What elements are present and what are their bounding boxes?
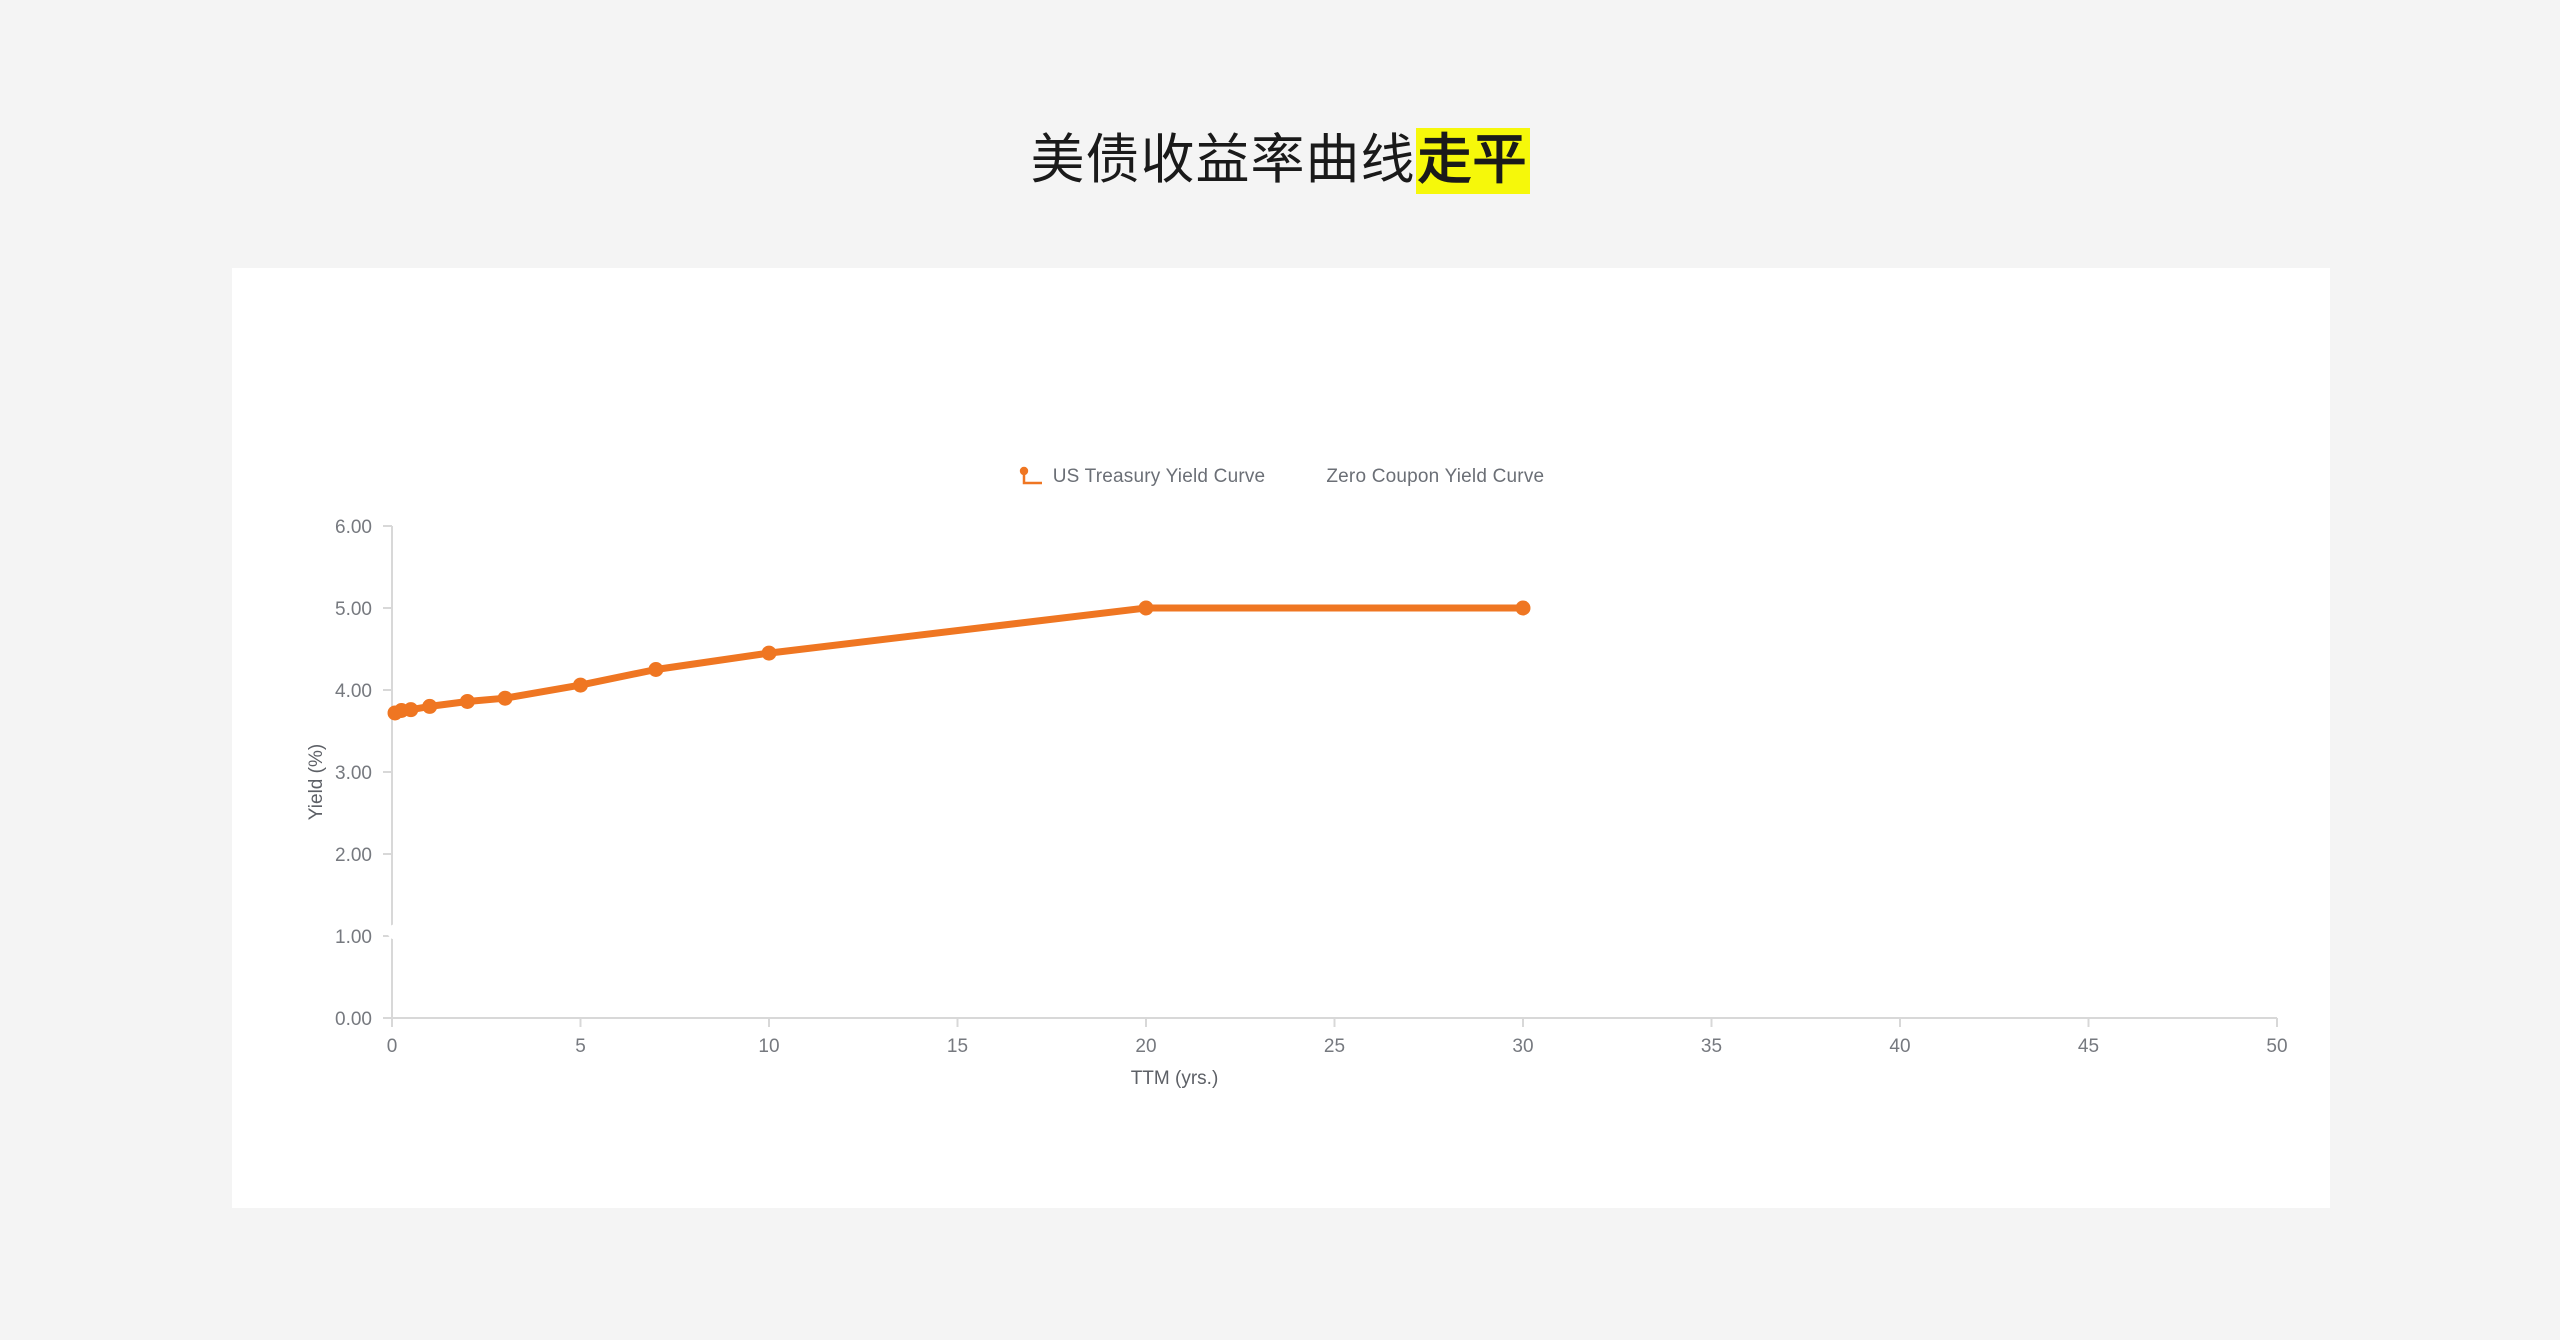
data-point-marker[interactable] — [422, 924, 438, 940]
data-point-marker[interactable] — [1704, 713, 1719, 729]
chart-svg: 0.00 1.00 2.00 3.00 4.00 5.00 6.00 0 5 10 15 20 25 30… — [306, 517, 2288, 1089]
y-tick-label: 5.00 — [335, 599, 372, 620]
x-tick-label: 50 — [2266, 1036, 2287, 1057]
data-point-marker[interactable] — [1515, 714, 1531, 730]
data-point-marker[interactable] — [1440, 716, 1456, 732]
series-us-treasury — [387, 600, 1531, 721]
data-point-marker[interactable] — [1892, 715, 1908, 731]
data-point-marker[interactable] — [1063, 715, 1079, 731]
page-title: 美债收益率曲线走平 — [0, 125, 2560, 195]
legend-item-zero-coupon[interactable]: Zero Coupon Yield Curve — [1291, 466, 1544, 488]
data-point-marker[interactable] — [497, 690, 513, 706]
data-point-marker[interactable] — [573, 860, 588, 876]
x-tick-label: 10 — [758, 1036, 779, 1057]
data-point-marker[interactable] — [1477, 714, 1493, 730]
x-tick-label: 5 — [575, 1036, 586, 1057]
data-point-marker[interactable] — [403, 923, 419, 939]
data-point-marker[interactable] — [1402, 717, 1418, 733]
y-tick-label: 6.00 — [335, 517, 372, 538]
y-tick-label: 3.00 — [335, 763, 372, 784]
data-point-marker[interactable] — [422, 698, 438, 714]
y-tick-label: 1.00 — [335, 927, 372, 948]
data-point-marker[interactable] — [459, 693, 475, 709]
chart-card: US Treasury Yield Curve Zero Coupon Yiel… — [232, 268, 2330, 1208]
data-point-marker[interactable] — [761, 645, 777, 661]
y-tick-label: 4.00 — [335, 681, 372, 702]
data-point-marker[interactable] — [1176, 721, 1192, 737]
data-point-marker[interactable] — [836, 771, 852, 787]
y-tick-label: 2.00 — [335, 845, 372, 866]
x-tick-label: 45 — [2078, 1036, 2099, 1057]
x-tick-label: 40 — [1889, 1036, 1910, 1057]
chart-series — [387, 600, 2096, 940]
data-point-marker[interactable] — [1327, 721, 1342, 737]
series-zero-coupon — [387, 713, 2096, 940]
data-point-marker[interactable] — [573, 677, 588, 693]
chart-legend: US Treasury Yield Curve Zero Coupon Yiel… — [232, 466, 2330, 488]
x-tick-label: 25 — [1324, 1036, 1345, 1057]
x-tick-label: 15 — [947, 1036, 968, 1057]
data-point-marker[interactable] — [403, 702, 419, 718]
x-tick-label: 20 — [1135, 1036, 1156, 1057]
legend-marker-icon — [1019, 466, 1042, 485]
x-tick-label: 0 — [387, 1036, 398, 1057]
data-point-marker[interactable] — [1515, 600, 1531, 616]
data-point-marker[interactable] — [2081, 715, 2096, 731]
x-tick-label: 30 — [1512, 1036, 1533, 1057]
chart-plot-area: US Treasury Yield Curve Zero Coupon Yiel… — [232, 268, 2330, 1208]
data-point-marker[interactable] — [497, 876, 513, 892]
x-axis-title: TTM (yrs.) — [1131, 1068, 1219, 1089]
data-point-marker[interactable] — [648, 832, 664, 848]
page-title-plain: 美债收益率曲线 — [1030, 130, 1416, 190]
y-tick-label: 0.00 — [335, 1009, 372, 1030]
data-point-marker[interactable] — [761, 815, 777, 831]
data-point-marker[interactable] — [950, 752, 965, 768]
data-point-marker[interactable] — [648, 662, 664, 677]
chart-axis-titles: TTM (yrs.) Yield (%) — [306, 744, 1218, 1089]
legend-label-zero-coupon: Zero Coupon Yield Curve — [1326, 466, 1545, 487]
x-tick-label: 35 — [1701, 1036, 1722, 1057]
data-point-marker[interactable] — [1138, 716, 1154, 732]
data-point-marker[interactable] — [459, 887, 475, 903]
legend-marker-icon — [1293, 466, 1302, 476]
legend-label-us-treasury: US Treasury Yield Curve — [1052, 466, 1266, 487]
chart-axes: 0.00 1.00 2.00 3.00 4.00 5.00 6.00 0 5 10 15 20 25 30… — [335, 517, 2288, 1057]
legend-item-us-treasury[interactable]: US Treasury Yield Curve — [1018, 466, 1266, 488]
y-axis-title: Yield (%) — [306, 744, 327, 820]
page-title-highlight: 走平 — [1415, 128, 1530, 194]
data-point-marker[interactable] — [1138, 600, 1154, 616]
